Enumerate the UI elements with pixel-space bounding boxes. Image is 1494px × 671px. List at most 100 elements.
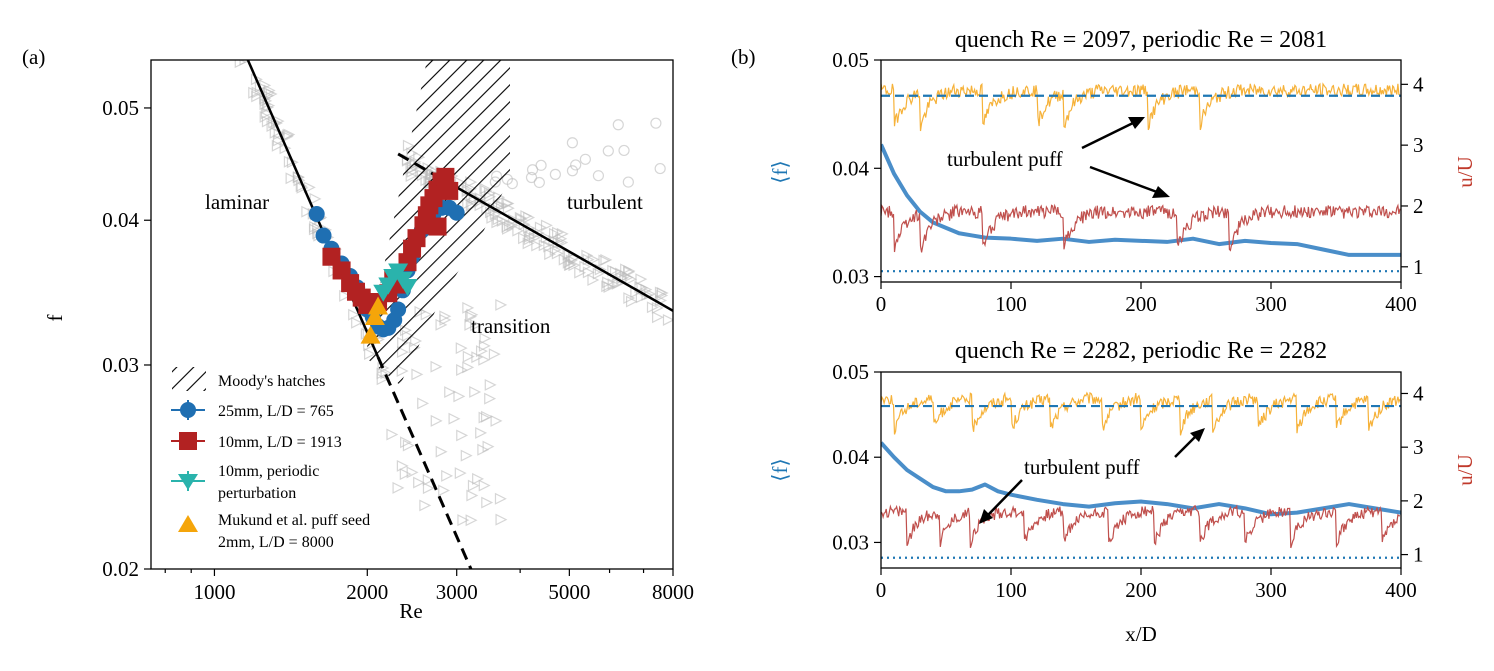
background-marker	[466, 308, 479, 321]
background-marker	[448, 412, 461, 425]
bottom-annotation-arrows	[979, 428, 1205, 524]
background-marker	[309, 220, 322, 233]
annotation-turbulent: turbulent	[567, 190, 643, 214]
x-tick-label: 8000	[652, 580, 694, 604]
background-marker	[285, 172, 298, 185]
background-marker	[549, 227, 561, 240]
periodic-bottom-trace	[881, 504, 1401, 549]
background-marker	[533, 176, 545, 189]
background-marker	[479, 332, 492, 345]
background-marker	[237, 24, 247, 34]
background-marker	[549, 168, 561, 180]
legend-label-mukund-1: Mukund et al. puff seed	[218, 512, 370, 529]
background-marker	[238, 48, 248, 58]
data-point-25mm	[315, 227, 332, 244]
background-marker	[494, 492, 507, 505]
background-marker	[607, 264, 620, 277]
background-marker	[502, 202, 515, 215]
background-marker	[522, 237, 535, 250]
background-marker	[495, 513, 508, 526]
bottom-subplot-title: quench Re = 2282, periodic Re = 2282	[955, 338, 1327, 364]
background-marker	[523, 221, 535, 234]
background-marker	[587, 253, 600, 266]
y-right-tick-label: 2	[1413, 489, 1424, 513]
background-marker	[422, 473, 435, 486]
background-marker	[534, 221, 547, 234]
data-point-periodic	[397, 278, 418, 296]
bottom-annotation-bg	[1021, 455, 1177, 479]
background-marker	[641, 289, 654, 302]
x-tick-label: 400	[1385, 578, 1417, 602]
background-marker	[456, 429, 469, 442]
background-marker	[465, 514, 478, 527]
background-marker	[565, 254, 578, 267]
top-subplot-title: quench Re = 2097, periodic Re = 2081	[955, 27, 1327, 53]
y-right-tick-label: 2	[1413, 194, 1424, 218]
background-marker	[484, 378, 497, 391]
background-marker	[248, 86, 261, 99]
legend-label-25mm: 25mm, L/D = 765	[218, 403, 334, 420]
background-marker	[472, 472, 485, 485]
background-marker	[453, 390, 466, 403]
y-left-tick-label: 0.05	[832, 360, 869, 384]
x-tick-label: 400	[1385, 292, 1417, 316]
background-marker	[348, 308, 361, 321]
background-marker	[430, 414, 443, 427]
top-subplot-lines	[881, 82, 1401, 273]
data-point-mukund	[368, 296, 389, 315]
background-marker	[234, 60, 247, 69]
background-marker	[272, 134, 285, 147]
panel-a-x-ticks: 1000 2000 3000 5000 8000	[164, 569, 694, 604]
legend-label-periodic-1: 10mm, periodic	[218, 463, 319, 480]
background-marker	[220, 14, 230, 24]
background-marker	[620, 263, 633, 276]
background-marker	[512, 224, 525, 237]
background-marker	[263, 84, 276, 97]
y-tick-label: 0.05	[102, 96, 139, 120]
background-marker	[525, 171, 538, 184]
y-left-tick-label: 0.05	[832, 48, 869, 72]
background-marker	[475, 426, 488, 439]
background-marker	[460, 449, 473, 462]
background-marker	[526, 164, 539, 176]
legend-label-10mm: 10mm, L/D = 1913	[218, 434, 342, 451]
background-marker	[438, 484, 451, 497]
legend-marker-tri-down	[171, 471, 205, 491]
panel-b-label: (b)	[731, 45, 756, 69]
bottom-annotation-text: turbulent puff	[1024, 455, 1140, 479]
background-marker	[269, 126, 282, 139]
background-marker	[402, 439, 415, 452]
panel-a-y-ticks: 0.02 0.03 0.04 0.05	[102, 96, 151, 581]
annotation-transition: transition	[471, 314, 551, 338]
background-marker	[478, 479, 491, 492]
legend-label-mukund-2: 2mm, L/D = 8000	[218, 534, 334, 551]
background-marker	[301, 205, 314, 218]
background-marker	[392, 481, 405, 494]
background-marker	[656, 287, 669, 299]
background-marker	[495, 298, 508, 311]
periodic-top-trace	[881, 82, 1401, 132]
legend-label-periodic-2: perturbation	[218, 485, 296, 502]
background-marker	[566, 137, 578, 149]
background-marker	[490, 414, 503, 427]
laminar-line-solid	[246, 60, 380, 358]
x-tick-label: 200	[1125, 292, 1157, 316]
top-ylabel-right: u/U	[1453, 156, 1477, 188]
top-annotation-bg	[943, 147, 1101, 171]
x-tick-label: 300	[1255, 292, 1287, 316]
background-marker	[592, 267, 605, 280]
background-marker	[491, 216, 504, 229]
data-point-10mm	[436, 167, 455, 186]
background-marker	[430, 360, 443, 373]
background-marker	[271, 139, 284, 152]
background-marker	[435, 318, 448, 331]
data-point-25mm	[390, 301, 407, 318]
background-marker	[225, 3, 235, 13]
periodic-bottom-trace	[881, 203, 1401, 253]
background-marker	[662, 313, 673, 326]
x-tick-label: 0	[876, 578, 887, 602]
background-marker	[540, 231, 553, 244]
background-marker	[351, 316, 364, 329]
background-marker	[400, 436, 412, 449]
x-tick-label: 100	[995, 292, 1027, 316]
